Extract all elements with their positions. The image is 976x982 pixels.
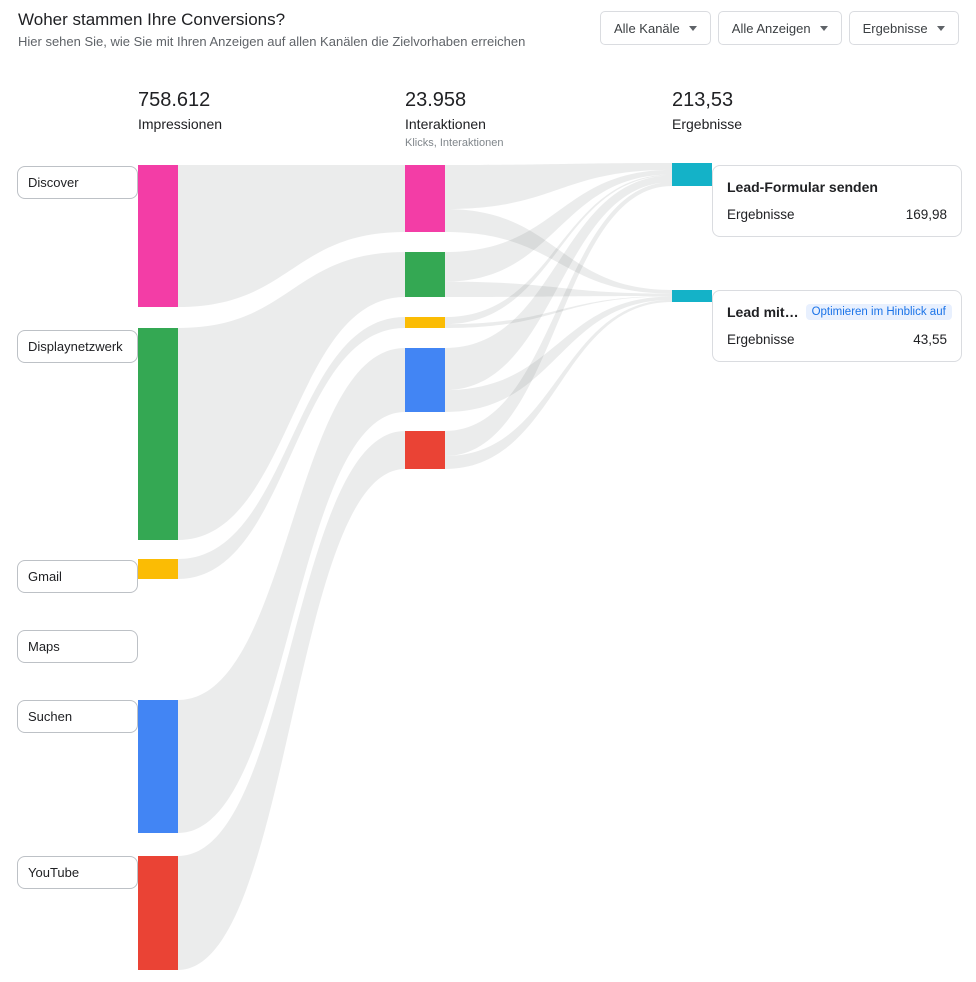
sankey-node-youtube xyxy=(138,856,178,970)
sankey-flow-discover-int-to-lead-formular xyxy=(445,163,672,209)
sankey-node-displaynetzwerk xyxy=(138,328,178,540)
ads-filter-dropdown[interactable]: Alle Anzeigen xyxy=(717,11,842,45)
result-card-lead-formular: Lead-Formular senden Ergebnisse 169,98 xyxy=(712,165,962,237)
sankey-flow-youtube-to-youtube-int xyxy=(178,431,405,970)
interactions-total: 23.958 xyxy=(405,89,467,111)
sankey-flow-suchen-int-to-lead-formular xyxy=(445,175,672,391)
result-card-title: Lead-Formular senden xyxy=(727,179,878,195)
channel-name: YouTube xyxy=(28,865,80,880)
result-metric-label: Ergebnisse xyxy=(727,332,795,347)
channels-filter-label: Alle Kanäle xyxy=(614,20,680,36)
sankey-node-gmail xyxy=(138,559,178,579)
result-metric-label: Ergebnisse xyxy=(727,207,795,222)
metric-filter-dropdown[interactable]: Ergebnisse xyxy=(848,11,959,45)
channel-label-gmail: Gmail xyxy=(17,560,138,593)
sankey-flow-youtube-int-to-lead-mit xyxy=(445,299,672,469)
sankey-flow-gmail-to-gmail-int xyxy=(178,317,405,579)
sankey-node-lead-mit xyxy=(672,290,712,302)
page-subtitle: Hier sehen Sie, wie Sie mit Ihren Anzeig… xyxy=(18,34,526,49)
sankey-flow-displaynetzwerk-to-display-int xyxy=(178,252,405,540)
channel-label-maps: Maps xyxy=(17,630,138,663)
channel-name: Discover xyxy=(28,175,79,190)
interactions-sublabel: Klicks, Interaktionen xyxy=(405,137,504,149)
sankey-flow-youtube-int-to-lead-formular xyxy=(445,182,672,456)
sankey-node-suchen-int xyxy=(405,348,445,412)
sankey-flow-discover-to-discover-int xyxy=(178,165,405,307)
channel-name: Gmail xyxy=(28,569,62,584)
channels-filter-dropdown[interactable]: Alle Kanäle xyxy=(600,11,711,45)
channel-label-youtube: YouTube xyxy=(17,856,138,889)
channel-name: Maps xyxy=(28,639,60,654)
result-metric-value: 169,98 xyxy=(905,207,947,222)
impressions-total: 758.612 xyxy=(138,89,211,111)
results-stage-header: 213,53 Ergebnisse xyxy=(672,88,742,132)
channel-name: Suchen xyxy=(28,709,73,724)
result-card-lead-mit: Lead mit… Optimieren im Hinblick auf Erg… xyxy=(712,290,962,362)
sankey-node-youtube-int xyxy=(405,431,445,469)
sankey-node-suchen xyxy=(138,700,178,833)
sankey-flow-discover-int-to-lead-mit xyxy=(445,209,672,294)
ads-filter-label: Alle Anzeigen xyxy=(731,20,811,36)
sankey-flow-gmail-int-to-lead-formular xyxy=(445,174,672,325)
chevron-down-icon xyxy=(688,25,697,31)
optimization-chip-link[interactable]: Optimieren im Hinblick auf xyxy=(805,304,952,320)
impressions-stage-header: 758.612 Impressionen xyxy=(138,88,222,132)
result-card-title: Lead mit… xyxy=(727,304,799,320)
filter-bar: Alle Kanäle Alle Anzeigen Ergebnisse xyxy=(600,11,959,45)
result-metric-value: 43,55 xyxy=(913,332,947,347)
sankey-flow-display-int-to-lead-formular xyxy=(445,169,672,282)
sankey-flow-display-int-to-lead-mit xyxy=(445,281,672,297)
sankey-node-gmail-int xyxy=(405,317,445,328)
chevron-down-icon xyxy=(819,25,828,31)
channel-name: Displaynetzwerk xyxy=(28,339,123,354)
interactions-label: Interaktionen xyxy=(405,116,486,132)
sankey-node-discover xyxy=(138,165,178,307)
impressions-label: Impressionen xyxy=(138,116,223,132)
sankey-node-display-int xyxy=(405,252,445,297)
page-title: Woher stammen Ihre Conversions? xyxy=(18,10,286,29)
sankey-flow-suchen-to-suchen-int xyxy=(178,348,405,833)
channel-label-discover: Discover xyxy=(17,166,138,199)
sankey-flow-gmail-int-to-lead-mit xyxy=(445,296,672,328)
sankey-node-lead-formular xyxy=(672,163,712,186)
results-label: Ergebnisse xyxy=(672,116,743,132)
channel-label-displaynetzwerk: Displaynetzwerk xyxy=(17,330,138,363)
results-total: 213,53 xyxy=(672,89,734,111)
chevron-down-icon xyxy=(936,25,945,31)
sankey-flow-suchen-int-to-lead-mit xyxy=(445,296,672,412)
interactions-stage-header: 23.958 Interaktionen Klicks, Interaktion… xyxy=(405,88,503,149)
sankey-node-discover-int xyxy=(405,165,445,232)
metric-filter-label: Ergebnisse xyxy=(862,20,928,36)
channel-label-suchen: Suchen xyxy=(17,700,138,733)
